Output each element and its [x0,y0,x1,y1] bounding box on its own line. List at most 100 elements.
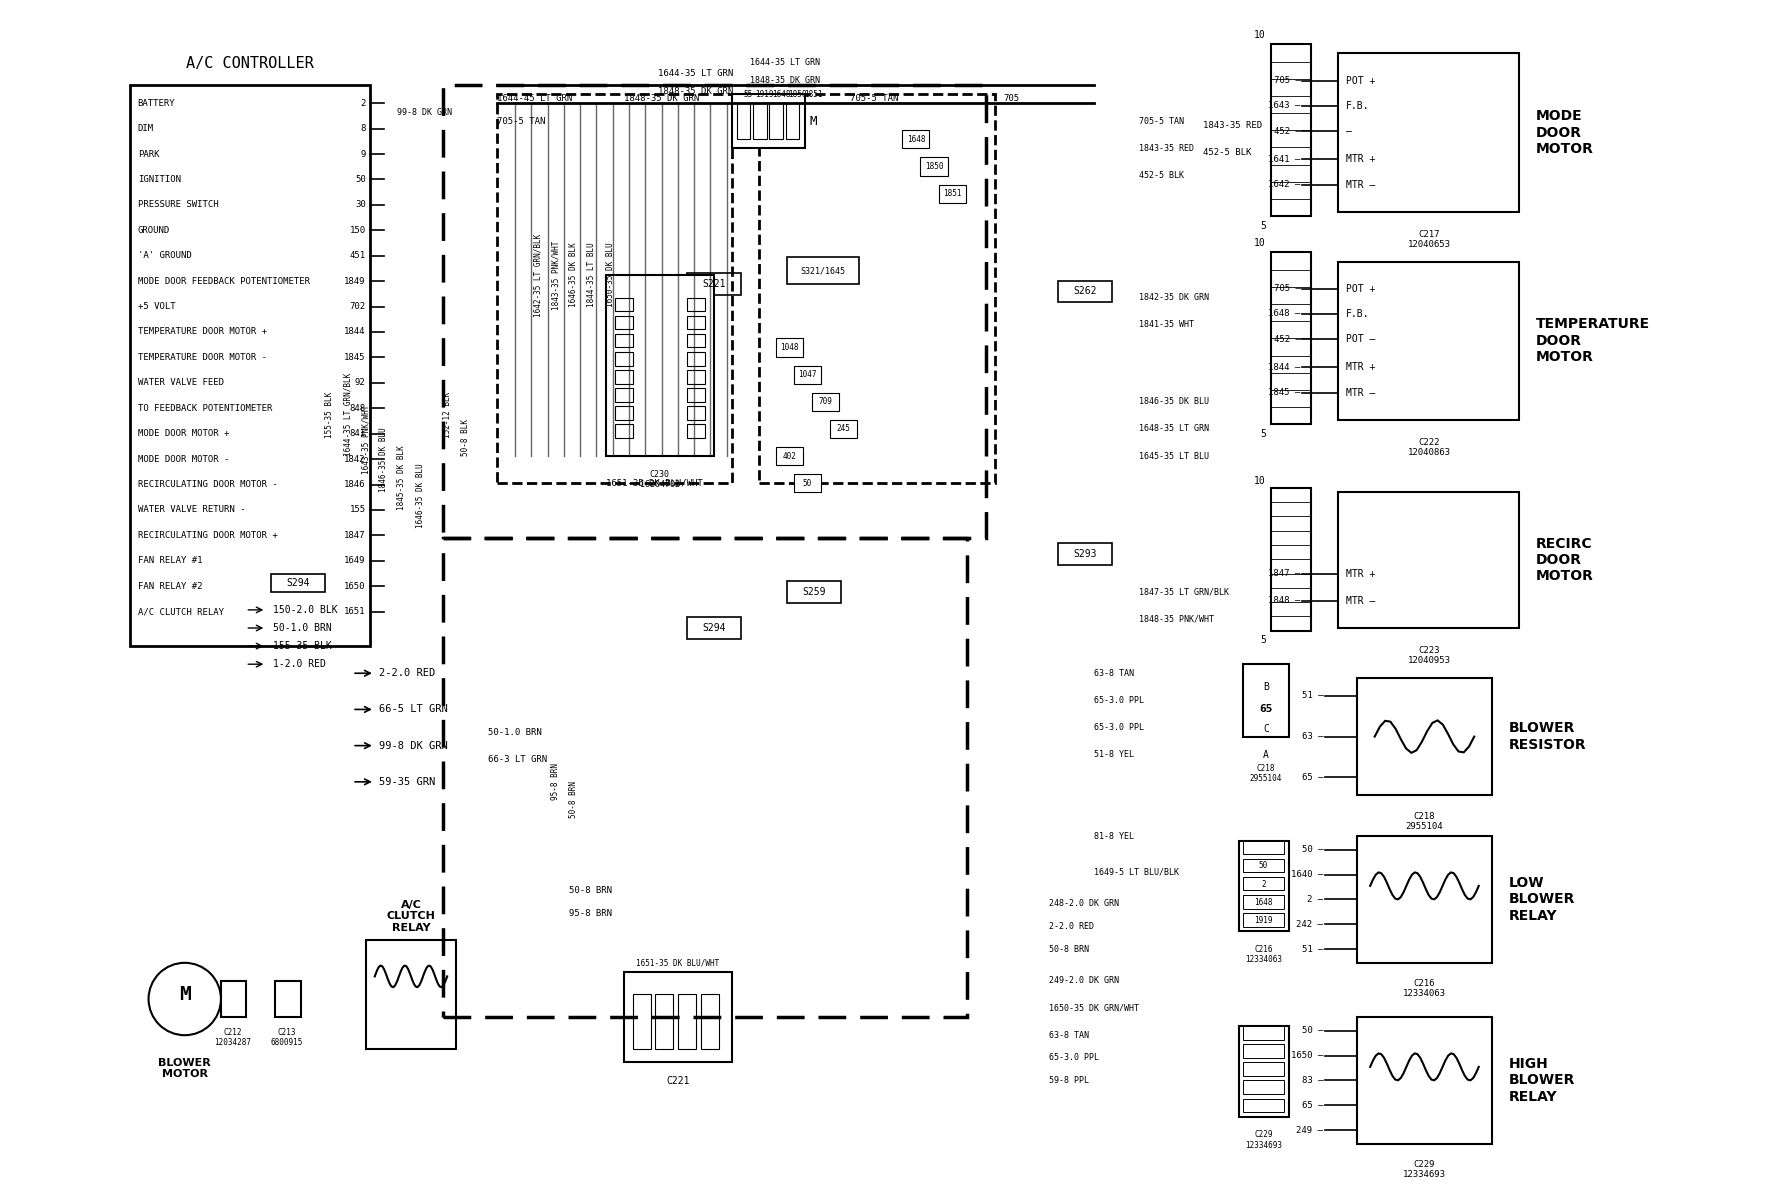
Text: 1919: 1919 [1254,915,1272,925]
Text: 705: 705 [1004,95,1020,103]
Bar [615,316,633,329]
Text: 10: 10 [1254,476,1267,485]
Text: MODE DOOR MOTOR -: MODE DOOR MOTOR - [138,455,229,464]
Text: 152-12 BLK: 152-12 BLK [443,392,452,438]
Text: 10: 10 [1254,30,1267,40]
Text: 1643 —: 1643 — [1269,102,1301,110]
Text: TEMPERATURE
DOOR
MOTOR: TEMPERATURE DOOR MOTOR [1536,317,1650,363]
Text: WATER VALVE RETURN -: WATER VALVE RETURN - [138,506,246,514]
Text: F.B.: F.B. [1346,309,1369,318]
Bar [131,85,371,646]
Text: S262: S262 [1073,287,1097,296]
Bar [276,980,301,1017]
Text: 1843-35 PNK/WHT: 1843-35 PNK/WHT [552,240,561,310]
Text: 705-5 TAN: 705-5 TAN [1140,117,1185,126]
Bar [1339,493,1520,628]
Text: 1842-35 DK GRN: 1842-35 DK GRN [1140,294,1210,302]
Text: 10: 10 [1254,238,1267,247]
Text: M: M [810,115,817,128]
Bar [1357,1017,1493,1144]
Text: 65-3.0 PPL: 65-3.0 PPL [1048,1054,1098,1062]
Text: 1644-45 LT GRN: 1644-45 LT GRN [496,95,572,103]
Text: 63 —: 63 — [1301,732,1322,741]
Text: S321/1645: S321/1645 [801,266,846,275]
Text: 50: 50 [355,175,366,184]
Text: 95-8 BRN: 95-8 BRN [552,762,561,800]
Text: 95-8 BRN: 95-8 BRN [570,908,613,918]
Text: POT +: POT + [1346,284,1374,294]
Text: 1845 —: 1845 — [1269,388,1301,397]
Text: 50-8 BRN: 50-8 BRN [1048,945,1090,954]
Text: 1848 —: 1848 — [1269,597,1301,605]
Text: 8: 8 [360,124,366,133]
Text: MTR +: MTR + [1346,568,1374,579]
Bar [1339,262,1520,420]
Bar [656,995,674,1049]
Bar [1244,1099,1285,1112]
Text: 2-2.0 RED: 2-2.0 RED [380,668,435,678]
Text: 1047: 1047 [797,371,817,379]
Text: 55: 55 [744,90,753,98]
Text: 402: 402 [783,451,796,461]
Text: RECIRCULATING DOOR MOTOR +: RECIRCULATING DOOR MOTOR + [138,530,278,540]
Text: 1640 —: 1640 — [1290,870,1322,879]
Text: 65 —: 65 — [1301,773,1322,781]
Text: 1648-35 LT GRN: 1648-35 LT GRN [1140,424,1210,433]
Text: MODE DOOR FEEDBACK POTENTIOMETER: MODE DOOR FEEDBACK POTENTIOMETER [138,277,310,285]
Bar [1244,664,1288,736]
Text: 1048: 1048 [780,343,799,352]
Text: MODE
DOOR
MOTOR: MODE DOOR MOTOR [1536,109,1593,156]
Text: 705-5 TAN: 705-5 TAN [496,117,545,126]
Bar [787,581,840,603]
Bar [615,371,633,384]
Text: 848: 848 [349,404,366,413]
Bar [1244,1081,1285,1094]
Text: 245: 245 [837,424,851,433]
Bar [1271,44,1312,217]
Text: 1651-35 DK BLU/WHT: 1651-35 DK BLU/WHT [636,958,720,967]
Text: 452-5 BLK: 452-5 BLK [1140,170,1185,180]
Bar [830,420,857,438]
Text: 1848-35 PNK/WHT: 1848-35 PNK/WHT [1140,614,1215,624]
Text: 50: 50 [1258,862,1269,870]
Bar [776,448,803,465]
Text: S294: S294 [287,578,310,587]
Text: 99-8 DK GRN: 99-8 DK GRN [398,108,452,117]
Text: POT —: POT — [1346,334,1374,345]
Text: 59-35 GRN: 59-35 GRN [380,777,435,787]
Bar [794,474,821,493]
Text: FAN RELAY #2: FAN RELAY #2 [138,581,202,591]
Text: BATTERY: BATTERY [138,98,176,108]
Bar [1244,858,1285,873]
Text: 1-2.0 RED: 1-2.0 RED [272,659,326,669]
Text: B: B [1263,682,1269,691]
Text: 1649: 1649 [344,556,366,565]
Text: FAN RELAY #1: FAN RELAY #1 [138,556,202,565]
Text: MTR —: MTR — [1346,387,1374,398]
Text: A/C
CLUTCH
RELAY: A/C CLUTCH RELAY [387,900,435,933]
Text: GROUND: GROUND [138,226,170,234]
Text: 2 —: 2 — [1306,895,1322,903]
Bar [1357,677,1493,796]
Bar [686,334,704,347]
Text: 1849: 1849 [344,277,366,285]
Text: 1650-35 DK GRN/WHT: 1650-35 DK GRN/WHT [1048,1004,1140,1012]
Text: POT +: POT + [1346,76,1374,85]
Text: C229
12334693: C229 12334693 [1245,1131,1281,1150]
Text: 66-3 LT GRN: 66-3 LT GRN [487,754,547,764]
Text: 50-1.0 BRN: 50-1.0 BRN [487,727,541,736]
Bar [615,334,633,347]
Bar [615,297,633,311]
Text: 1844: 1844 [344,328,366,336]
Text: A/C CLUTCH RELAY: A/C CLUTCH RELAY [138,607,224,616]
Text: 1641 —: 1641 — [1269,155,1301,163]
Bar [903,130,930,148]
Text: 83 —: 83 — [1301,1076,1322,1085]
Text: S293: S293 [1073,549,1097,559]
Bar [1271,488,1312,631]
Text: 155-35 BLK: 155-35 BLK [324,392,333,438]
Text: 1844-35 LT BLU: 1844-35 LT BLU [588,243,597,308]
Text: 2: 2 [360,98,366,108]
Text: 1919: 1919 [756,90,774,98]
Text: C212
12034287: C212 12034287 [215,1028,251,1048]
